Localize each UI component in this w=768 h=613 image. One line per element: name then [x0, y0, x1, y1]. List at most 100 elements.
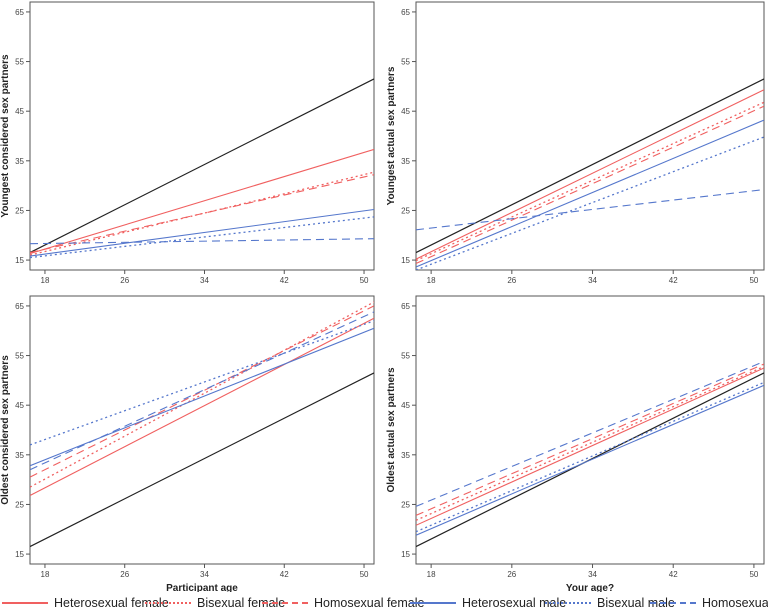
series-line-heterosexual-male: [416, 119, 764, 268]
y-axis-label: Oldest considered sex partners: [0, 355, 11, 505]
y-tick-label: 25: [401, 206, 410, 215]
x-tick-label: 18: [41, 276, 50, 285]
y-tick-label: 45: [401, 401, 410, 410]
plot-frame: [415, 1, 765, 271]
series-line-heterosexual-male: [30, 327, 374, 467]
x-tick-label: 18: [427, 570, 436, 579]
y-tick-label: 25: [15, 500, 24, 509]
series-line-homosexual-male: [416, 360, 764, 507]
x-tick-label: 50: [360, 276, 369, 285]
legend-swatch: [545, 601, 591, 604]
y-tick-label: 45: [15, 401, 24, 410]
series-line-heterosexual-male: [416, 384, 764, 536]
legend-item-heterosexual-female: Heterosexual female: [2, 592, 169, 613]
y-tick-label: 15: [401, 256, 410, 265]
series-line-bisexual-male: [30, 320, 374, 446]
series-line-bisexual-female: [416, 365, 764, 521]
y-axis-label: Youngest considered sex partners: [0, 54, 11, 218]
legend: Heterosexual female Bisexual female Homo…: [0, 592, 768, 613]
legend-swatch: [410, 601, 456, 604]
legend-label: Bisexual male: [597, 595, 675, 610]
series-line-homosexual-male: [30, 311, 374, 471]
x-tick-label: 18: [41, 570, 50, 579]
x-tick-label: 26: [120, 276, 129, 285]
series-line-heterosexual-female: [416, 367, 764, 526]
series-line-reference-same-age: [30, 372, 374, 548]
y-tick-label: 25: [401, 500, 410, 509]
y-tick-label: 35: [15, 157, 24, 166]
panel-top-right: 15 25 35 45 55 65 18 26 34 42 50 Youngest actual se…: [386, 1, 765, 285]
legend-item-bisexual-female: Bisexual female: [145, 592, 285, 613]
figure-panels: 15 25 35 45 55 65 18 26 34 42 50 Youngest considere…: [0, 1, 765, 592]
panel-bottom-right: 15 25 35 45 55 65 18 26 34 42 50 Oldest actual sex …: [386, 295, 765, 592]
legend-item-bisexual-male: Bisexual male: [545, 592, 675, 613]
plot-frame: [415, 295, 765, 565]
series-line-homosexual-female: [416, 363, 764, 516]
y-tick-label: 55: [15, 58, 24, 67]
x-tick-label: 50: [749, 276, 758, 285]
legend-label: Homosexual male: [702, 595, 768, 610]
legend-swatch: [262, 601, 308, 604]
x-tick-label: 18: [427, 276, 436, 285]
legend-swatch: [650, 601, 696, 604]
legend-item-homosexual-male: Homosexual male: [650, 592, 768, 613]
x-tick-label: 34: [588, 276, 597, 285]
series-line-homosexual-male: [30, 238, 374, 245]
x-tick-label: 42: [280, 276, 289, 285]
y-tick-label: 15: [15, 256, 24, 265]
series-line-bisexual-male: [416, 136, 764, 270]
y-axis-label: Oldest actual sex partners: [386, 367, 397, 492]
legend-item-homosexual-female: Homosexual female: [262, 592, 424, 613]
x-tick-label: 34: [588, 570, 597, 579]
legend-label: Heterosexual male: [462, 595, 567, 610]
panel-bottom-left: 15 25 35 45 55 65 18 26 34 42 50 Oldest considered …: [0, 295, 375, 592]
legend-swatch: [2, 601, 48, 604]
y-tick-label: 45: [15, 107, 24, 116]
x-tick-label: 50: [360, 570, 369, 579]
y-tick-label: 55: [15, 352, 24, 361]
x-axis-label: Participant age: [166, 583, 238, 592]
series-line-bisexual-male: [416, 381, 764, 533]
series-line-heterosexual-female: [416, 89, 764, 260]
y-tick-label: 65: [15, 8, 24, 17]
y-tick-label: 65: [15, 302, 24, 311]
y-axis-label: Youngest actual sex partners: [386, 66, 397, 205]
series-line-heterosexual-male: [30, 208, 374, 257]
x-axis-label: Your age?: [566, 583, 614, 592]
plot-frame: [29, 295, 375, 565]
y-tick-label: 15: [15, 550, 24, 559]
legend-label: Heterosexual female: [54, 595, 169, 610]
x-tick-label: 34: [200, 570, 209, 579]
y-tick-label: 55: [401, 58, 410, 67]
legend-label: Bisexual female: [197, 595, 286, 610]
series-line-homosexual-male: [416, 189, 764, 231]
legend-swatch: [145, 601, 191, 604]
y-tick-label: 55: [401, 352, 410, 361]
y-tick-label: 35: [15, 451, 24, 460]
y-tick-label: 45: [401, 107, 410, 116]
x-tick-label: 42: [669, 276, 678, 285]
y-tick-label: 35: [401, 157, 410, 166]
x-tick-label: 26: [507, 276, 516, 285]
x-tick-label: 50: [749, 570, 758, 579]
legend-label: Homosexual female: [314, 595, 425, 610]
y-tick-label: 25: [15, 206, 24, 215]
series-line-bisexual-female: [416, 101, 764, 262]
series-line-reference-same-age: [30, 78, 374, 254]
y-tick-label: 65: [401, 302, 410, 311]
series-line-heterosexual-female: [30, 148, 374, 255]
x-tick-label: 34: [200, 276, 209, 285]
plot-frame: [29, 1, 375, 271]
y-tick-label: 35: [401, 451, 410, 460]
y-tick-label: 65: [401, 8, 410, 17]
series-line-heterosexual-female: [30, 317, 374, 496]
x-tick-label: 42: [669, 570, 678, 579]
panel-top-left: 15 25 35 45 55 65 18 26 34 42 50 Youngest considere…: [0, 1, 375, 285]
series-line-homosexual-female: [30, 174, 374, 254]
y-tick-label: 15: [401, 550, 410, 559]
legend-item-heterosexual-male: Heterosexual male: [410, 592, 566, 613]
series-line-homosexual-female: [416, 105, 764, 265]
x-tick-label: 26: [507, 570, 516, 579]
series-line-bisexual-female: [30, 301, 374, 488]
x-tick-label: 42: [280, 570, 289, 579]
